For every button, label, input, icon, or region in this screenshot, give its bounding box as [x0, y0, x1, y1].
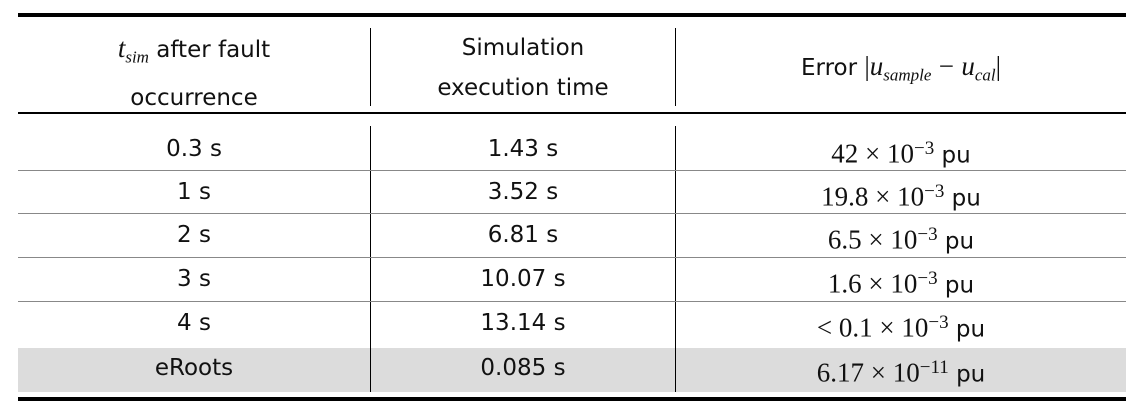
text: Error [801, 55, 858, 81]
cell: 10.07 s [480, 266, 566, 292]
column-divider [675, 28, 676, 106]
mid-rule [18, 112, 1126, 114]
error-base: 19.8 × 10 [821, 181, 925, 212]
unit: pu [944, 272, 975, 299]
row-divider [18, 301, 1126, 302]
unit: pu [941, 142, 971, 169]
error-base: 1.6 × 10 [827, 268, 918, 299]
header-cell: Simulation execution time [371, 28, 675, 108]
error-base: 6.17 × 10 [816, 357, 920, 388]
cell: 1.43 s [487, 136, 559, 162]
error-base: 42 × 10 [831, 138, 914, 169]
text: Simulation [461, 35, 585, 61]
row-divider [18, 213, 1126, 214]
cell: 6.81 s [487, 222, 559, 248]
cell: 1.6 × 10−3 pu [676, 258, 1126, 307]
cell: 6.17 × 10−11 pu [676, 347, 1126, 396]
cell: 4 s [177, 310, 211, 336]
op: − [938, 51, 954, 81]
text: after fault [156, 37, 271, 63]
unit: pu [951, 185, 981, 212]
cell: 1 s [177, 179, 211, 205]
var: u [869, 51, 884, 81]
error-exponent: −3 [917, 268, 938, 289]
cell: 19.8 × 10−3 pu [676, 171, 1126, 220]
highlight-row [18, 348, 1126, 392]
header-cell: Error |usample − ucal| [676, 46, 1126, 96]
sub: sim [125, 47, 149, 67]
sub: sample [883, 65, 932, 85]
cell: 6.5 × 10−3 pu [676, 214, 1126, 263]
column-divider [370, 28, 371, 106]
column-divider [675, 126, 676, 392]
unit: pu [955, 316, 986, 343]
error-exponent: −3 [928, 312, 949, 333]
sub: cal [974, 65, 996, 85]
bar: | [864, 51, 870, 81]
bar: | [995, 51, 1001, 81]
unit: pu [956, 361, 986, 388]
error-exponent: −3 [914, 138, 935, 159]
cell: 42 × 10−3 pu [676, 128, 1126, 177]
error-exponent: −3 [917, 224, 938, 245]
var: t [117, 33, 126, 63]
cell: 2 s [177, 222, 211, 248]
cell: eRoots [154, 355, 234, 381]
error-base: 6.5 × 10 [827, 224, 918, 255]
top-rule [18, 13, 1126, 17]
bottom-rule [18, 397, 1126, 401]
error-exponent: −3 [924, 181, 945, 202]
cell: 13.14 s [480, 310, 566, 336]
var: u [961, 51, 975, 81]
error-exponent: −11 [919, 357, 949, 378]
row-divider [18, 170, 1126, 171]
error-base: < 0.1 × 10 [816, 312, 929, 343]
cell: 3 s [177, 266, 211, 292]
text: execution time [437, 75, 609, 101]
cell: < 0.1 × 10−3 pu [676, 302, 1126, 351]
row-divider [18, 257, 1126, 258]
cell: 3.52 s [487, 179, 559, 205]
cell: 0.085 s [480, 355, 566, 381]
unit: pu [944, 228, 975, 255]
column-divider [370, 126, 371, 392]
text: occurrence [130, 84, 258, 111]
cell: 0.3 s [166, 136, 222, 162]
header-cell: tsim after fault occurrence [18, 28, 370, 118]
